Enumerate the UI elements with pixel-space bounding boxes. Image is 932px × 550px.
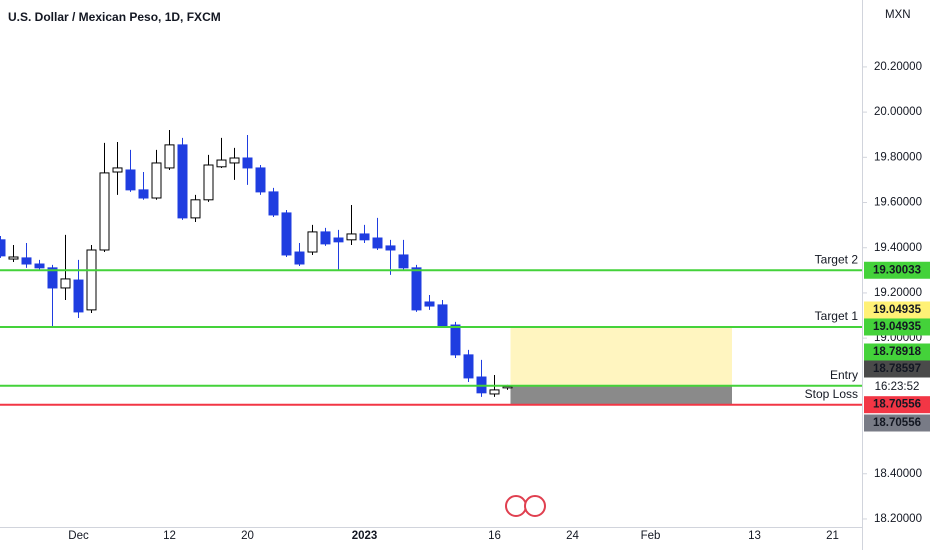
position-stop-tag: 18.70556: [873, 417, 921, 429]
y-tick-label: 19.20000: [874, 287, 922, 299]
position-target-tag: 19.04935: [873, 304, 922, 316]
candle-body: [73, 279, 84, 313]
candle-body: [125, 169, 136, 191]
candle-body: [281, 212, 292, 256]
x-tick-label: Feb: [641, 530, 661, 542]
level-tag-bg: [864, 343, 930, 361]
x-tick-label: 24: [566, 530, 579, 542]
position-stop-tag-bg: [864, 414, 930, 432]
candle-body: [242, 157, 253, 169]
y-tick-label: 20.20000: [874, 61, 922, 73]
candle-body: [47, 267, 58, 289]
candle-body: [333, 237, 344, 243]
y-tick-label: 18.40000: [874, 468, 922, 480]
candle-body: [411, 267, 422, 311]
candle-body: [229, 157, 240, 164]
level-tag: 19.30033: [873, 264, 921, 276]
x-tick-label: 21: [826, 530, 839, 542]
candle-body: [177, 144, 188, 219]
candle-body: [112, 167, 123, 173]
position-target-tag-bg: [864, 301, 930, 319]
position-stop-zone: [510, 385, 732, 405]
candle-body: [34, 263, 45, 269]
currency-label: MXN: [885, 9, 911, 21]
tv-logo: [505, 495, 546, 517]
candle-body: [8, 256, 19, 260]
x-tick-label: 20: [241, 530, 254, 542]
candle-body: [307, 231, 318, 253]
y-tick-label: 19.40000: [874, 242, 922, 254]
x-tick-label: 2023: [352, 530, 378, 542]
candle-body: [268, 191, 279, 216]
candle-body: [99, 172, 110, 251]
level-name: Target 1: [815, 309, 859, 323]
candle-body: [294, 251, 305, 265]
candle-body: [385, 245, 396, 251]
y-tick-label: 18.20000: [874, 513, 922, 525]
level-name: Entry: [830, 368, 858, 382]
candle-body: [86, 249, 97, 311]
logo-circle: [505, 495, 527, 517]
candle-body: [320, 231, 331, 245]
level-tag-bg: [864, 396, 930, 414]
candle-body: [424, 301, 435, 307]
level-tag: 18.70556: [873, 399, 921, 411]
candle-body: [216, 159, 227, 168]
candle-body: [0, 239, 6, 257]
candle-body: [489, 389, 500, 395]
candle-body: [359, 233, 370, 241]
x-tick-label: 13: [748, 530, 761, 542]
level-tag: 19.04935: [873, 321, 922, 333]
candle-body: [346, 233, 357, 241]
y-tick-label: 19.60000: [874, 197, 922, 209]
level-tag-bg: [864, 318, 930, 336]
last-price-tag: 18.78597: [873, 363, 921, 375]
candle-body: [437, 304, 448, 327]
last-price-tag-bg: [864, 360, 930, 378]
candle-body: [255, 167, 266, 193]
candle-body: [398, 254, 409, 269]
candle-body: [203, 164, 214, 201]
x-tick-label: 16: [488, 530, 501, 542]
position-target-zone: [510, 326, 732, 386]
level-tag: 18.78918: [873, 346, 922, 358]
x-tick-label: Dec: [68, 530, 89, 542]
logo-circle: [524, 495, 546, 517]
level-name: Stop Loss: [805, 387, 858, 401]
level-name: Target 2: [815, 252, 859, 266]
y-tick-label: 19.80000: [874, 151, 922, 163]
candle-body: [60, 278, 71, 289]
candle-body: [21, 257, 32, 265]
candle-body: [190, 199, 201, 219]
x-tick-label: 12: [163, 530, 176, 542]
candle-body: [138, 189, 149, 199]
y-tick-label: 20.00000: [874, 106, 922, 118]
countdown: 16:23:52: [875, 381, 920, 393]
title-bg: [4, 6, 222, 28]
candle-body: [164, 144, 175, 169]
candle-body: [151, 162, 162, 199]
level-tag-bg: [864, 261, 930, 279]
candle-body: [372, 237, 383, 249]
chart-title: U.S. Dollar / Mexican Peso, 1D, FXCM: [8, 10, 221, 24]
candle-body: [463, 354, 474, 379]
candle-body: [450, 324, 461, 356]
